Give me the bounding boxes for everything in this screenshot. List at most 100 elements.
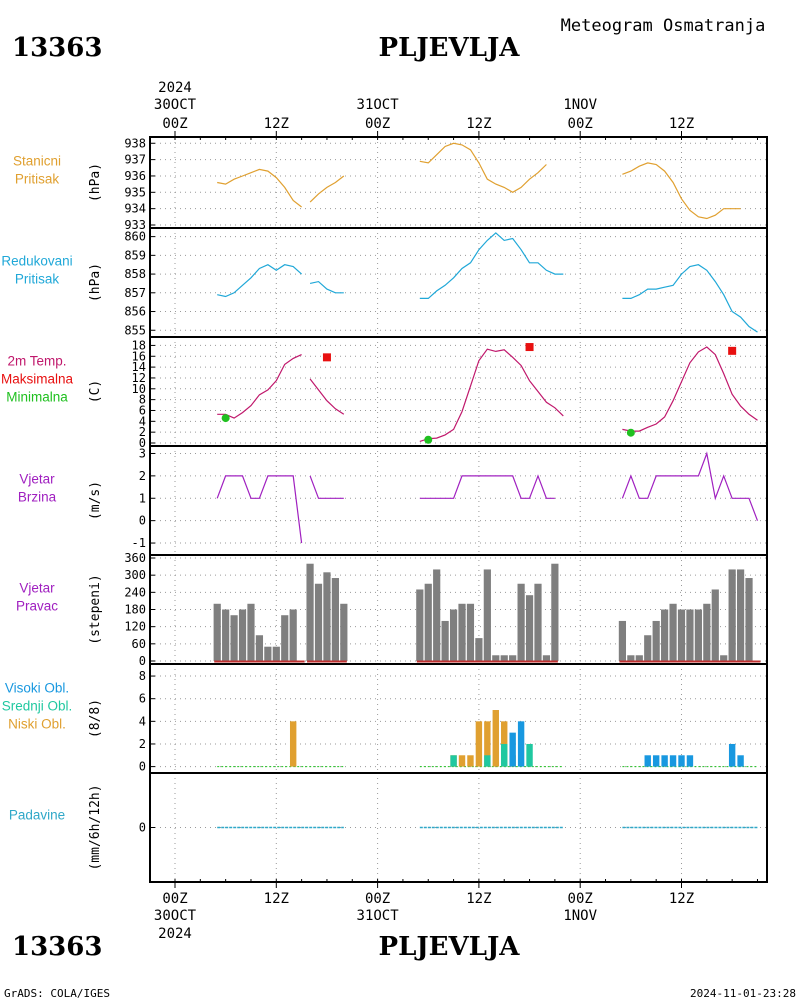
wind-dir-bar <box>517 583 525 661</box>
time-label-bottom-date: 31OCT <box>357 908 400 924</box>
y-tick-label: 857 <box>124 286 146 300</box>
panel-title-line: 2m Temp. <box>7 354 66 369</box>
wind-dir-bar <box>644 635 652 661</box>
wind-dir-bar <box>694 609 702 661</box>
y-tick-label: 2 <box>139 737 146 751</box>
wind-dir-bar <box>509 655 517 661</box>
y-tick-label: 10 <box>132 382 146 396</box>
y-tick-label: 0 <box>139 436 146 450</box>
wind-dir-bar <box>669 603 677 661</box>
wind-dir-bar <box>255 635 264 661</box>
meteogram-title: Meteogram Osmatranja <box>561 16 766 36</box>
panel-title-line: Pravac <box>16 599 58 614</box>
wind-dir-bar <box>424 583 432 661</box>
y-tick-label: 1 <box>139 491 146 505</box>
y-tick-label: 856 <box>124 305 146 319</box>
cloud-bar <box>492 710 499 767</box>
wind-dir-bar <box>728 569 736 661</box>
wind-dir-bar <box>281 615 289 661</box>
y-axis-label: (8/8) <box>88 699 103 738</box>
panel-title-line: Srednji Obl. <box>2 699 73 714</box>
footer-credit: GrADS: COLA/IGES <box>4 987 110 1000</box>
wind-dir-bar <box>635 655 643 661</box>
cloud-bar <box>484 755 491 767</box>
wind-dir-bar <box>627 655 635 661</box>
series-line <box>217 264 302 298</box>
wind-dir-bar <box>306 563 314 661</box>
cloud-bar <box>652 755 660 767</box>
wind-dir-bar <box>736 569 745 661</box>
y-tick-label: 0 <box>139 821 146 835</box>
cloud-bar <box>737 755 744 767</box>
y-tick-label: 6 <box>139 692 146 706</box>
wind-dir-bar <box>323 572 331 661</box>
station-id-top: 13363 <box>12 33 102 63</box>
series-line <box>419 474 555 499</box>
y-tick-label: 8 <box>139 393 146 407</box>
wind-dir-bar <box>677 609 686 661</box>
wind-dir-bar <box>618 620 627 661</box>
time-label-top-hour: 00Z <box>568 116 593 132</box>
wind-dir-bar <box>525 595 534 661</box>
wind-dir-bar <box>238 609 247 661</box>
series-line <box>622 264 758 333</box>
cloud-bar <box>526 743 533 767</box>
panel-title-line: Pritisak <box>15 272 60 287</box>
time-label-top-hour: 00Z <box>162 116 187 132</box>
series-line <box>622 346 758 432</box>
y-tick-label: 16 <box>132 349 146 363</box>
y-tick-label: 937 <box>124 153 146 167</box>
wind-dir-bar <box>433 569 441 661</box>
series-line <box>621 451 759 521</box>
time-label-top-hour: 00Z <box>365 116 390 132</box>
panel-title-line: Minimalna <box>6 390 68 405</box>
series-line <box>622 162 741 220</box>
time-label-bottom-hour: 12Z <box>669 891 694 907</box>
wind-dir-bar <box>247 603 255 661</box>
chart-frame <box>149 136 768 883</box>
y-tick-label: 120 <box>124 620 146 634</box>
time-label-top-hour: 12Z <box>466 116 491 132</box>
y-tick-label: 859 <box>124 248 146 262</box>
wind-dir-bar <box>466 603 475 661</box>
y-tick-label: 18 <box>132 338 146 352</box>
wind-dir-bar <box>441 620 449 661</box>
wind-dir-bar <box>449 609 458 661</box>
wind-dir-bar <box>551 563 559 661</box>
y-tick-label: 300 <box>124 568 146 582</box>
panel-7: 0 (mm/6h/12h) Padavine <box>9 772 767 882</box>
y-tick-label: 4 <box>139 714 146 728</box>
y-tick-label: 860 <box>124 230 146 244</box>
time-label-top-hour: 12Z <box>264 116 289 132</box>
cloud-bar <box>517 721 525 767</box>
time-label-bottom-hour: 00Z <box>162 891 187 907</box>
y-axis-label: (m/s) <box>88 481 103 520</box>
panel-2: 855 856 857 858 859 860 (hPa) Redukovani Pritisa… <box>1 227 767 337</box>
time-label-top-hour: 12Z <box>669 116 694 132</box>
y-axis-label: (C) <box>88 380 103 403</box>
cloud-bar <box>728 743 736 767</box>
y-tick-label: -1 <box>132 536 146 550</box>
wind-dir-bar <box>703 603 711 661</box>
time-label-bottom-hour: 00Z <box>365 891 390 907</box>
tmin-marker <box>424 435 433 444</box>
cloud-bar <box>458 755 466 767</box>
y-axis-label: (hPa) <box>88 163 103 202</box>
y-tick-label: 933 <box>124 218 146 232</box>
series-line <box>309 475 344 499</box>
time-label-bottom-hour: 00Z <box>568 891 593 907</box>
series-line <box>217 168 302 208</box>
tmax-marker <box>322 353 331 362</box>
wind-dir-bar <box>492 655 500 661</box>
series-line <box>216 475 303 544</box>
y-tick-label: 2 <box>139 425 146 439</box>
cloud-bar <box>686 755 694 767</box>
panel-1: 933 934 935 936 937 938 (hPa) Stanicni Pritisak <box>13 136 767 232</box>
y-tick-label: 858 <box>124 267 146 281</box>
cloud-bar <box>475 721 483 767</box>
station-name-top: PLJEVLJA <box>379 33 521 63</box>
cloud-bar <box>450 755 457 767</box>
y-tick-label: 360 <box>124 551 146 565</box>
panel-title-line: Redukovani <box>1 254 72 269</box>
